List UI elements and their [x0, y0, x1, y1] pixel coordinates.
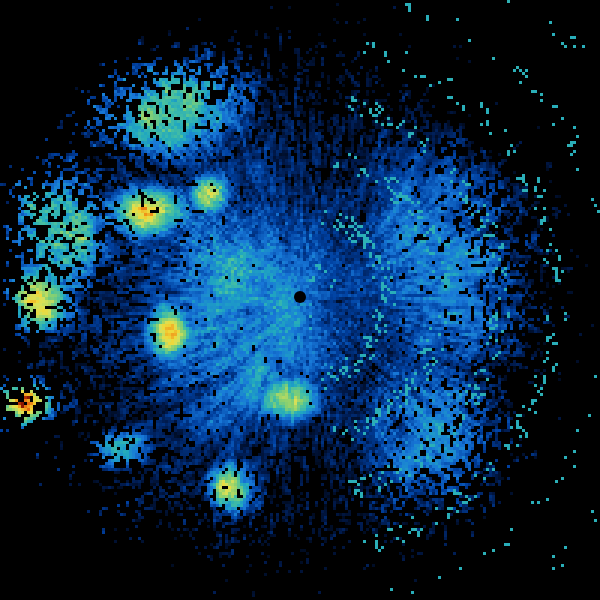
- false-color-heatmap-canvas: [0, 0, 600, 600]
- false-color-image-viewport: False-Color Intensity Map jet Anisotropi…: [0, 0, 600, 600]
